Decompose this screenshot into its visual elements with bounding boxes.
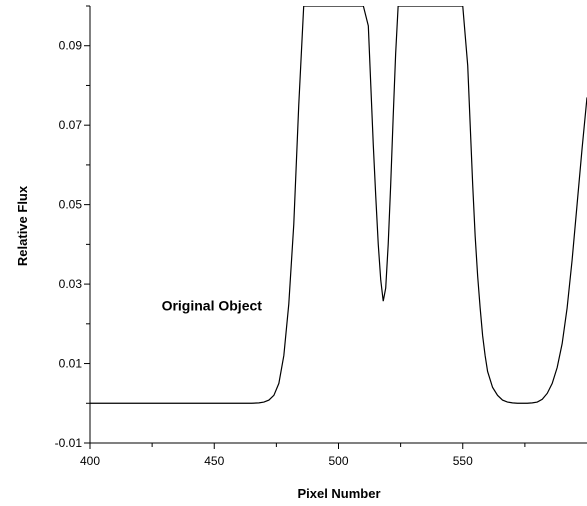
y-tick-label: 0.01 [59, 357, 83, 371]
y-axis-title: Relative Flux [15, 185, 30, 266]
y-tick-label: -0.01 [55, 436, 83, 450]
annotation-label: Original Object [162, 297, 263, 313]
series-group [90, 6, 587, 404]
x-tick-label: 400 [80, 454, 100, 468]
x-tick-label: 450 [204, 454, 224, 468]
x-tick-label: 550 [453, 454, 473, 468]
y-tick-label: 0.05 [59, 198, 83, 212]
flux-series-line [90, 6, 587, 404]
x-ticks: 400 450 500 550 [80, 443, 526, 468]
plot-frame [89, 6, 587, 444]
x-tick-label: 500 [328, 454, 348, 468]
x-axis-title: Pixel Number [297, 486, 380, 501]
y-tick-label: 0.09 [59, 39, 83, 53]
y-tick-label: 0.03 [59, 277, 83, 291]
y-tick-label: 0.07 [59, 118, 83, 132]
y-ticks: -0.01 0.01 0.03 0.05 0.07 0.09 [55, 5, 90, 450]
